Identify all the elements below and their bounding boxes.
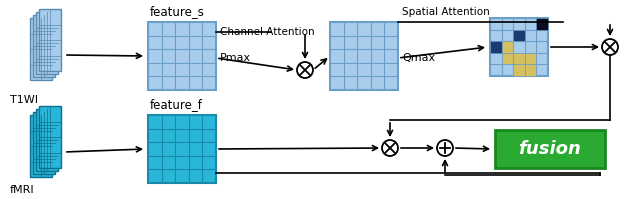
Bar <box>513 64 525 76</box>
Text: Channel Attention: Channel Attention <box>220 27 315 37</box>
Text: feature_s: feature_s <box>150 5 205 18</box>
Bar <box>536 18 548 30</box>
Bar <box>30 115 52 177</box>
Bar <box>502 53 513 64</box>
Bar <box>30 18 52 80</box>
Bar <box>525 53 536 64</box>
Bar <box>39 9 61 71</box>
Bar <box>495 130 605 168</box>
Bar <box>502 41 513 53</box>
Bar <box>39 106 61 168</box>
Text: Pmax: Pmax <box>220 53 251 63</box>
Text: Spatial Attention: Spatial Attention <box>402 7 490 17</box>
Bar <box>525 64 536 76</box>
Bar <box>490 18 548 76</box>
Text: fMRI: fMRI <box>10 185 35 195</box>
Bar <box>36 12 58 74</box>
Bar <box>513 53 525 64</box>
Bar <box>513 30 525 41</box>
Bar <box>33 112 55 174</box>
Text: T1WI: T1WI <box>10 95 38 105</box>
Bar <box>148 115 216 183</box>
Bar <box>33 15 55 77</box>
Bar <box>148 22 216 90</box>
Bar <box>36 109 58 171</box>
Bar <box>490 41 502 53</box>
Text: fusion: fusion <box>518 140 581 158</box>
Text: feature_f: feature_f <box>150 98 203 111</box>
Text: Qmax: Qmax <box>402 53 435 63</box>
Bar <box>330 22 398 90</box>
